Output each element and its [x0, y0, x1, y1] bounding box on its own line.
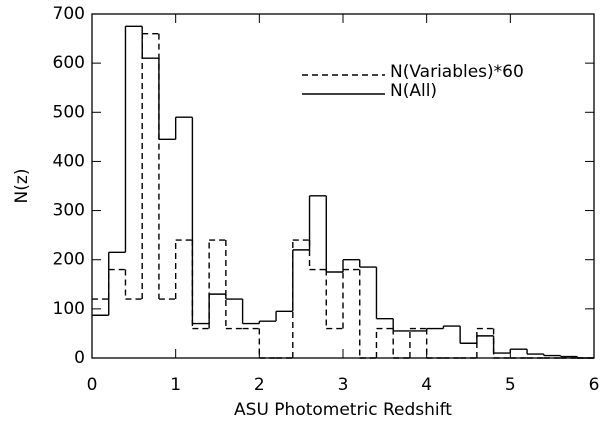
y-tick-label: 200	[53, 250, 85, 270]
x-tick-label: 4	[421, 375, 432, 395]
y-tick-label: 100	[53, 299, 85, 319]
legend-label: N(Variables)*60	[390, 62, 524, 82]
x-tick-label: 2	[254, 375, 265, 395]
legend-label: N(All)	[390, 81, 437, 101]
x-tick-label: 6	[589, 375, 600, 395]
y-tick-label: 500	[53, 102, 85, 122]
y-tick-label: 400	[53, 151, 85, 171]
x-tick-label: 3	[338, 375, 349, 395]
x-tick-label: 0	[87, 375, 98, 395]
y-tick-label: 0	[74, 348, 85, 368]
x-tick-label: 5	[505, 375, 516, 395]
x-tick-label: 1	[170, 375, 181, 395]
y-axis-label: N(z)	[12, 169, 32, 204]
y-tick-label: 300	[53, 201, 85, 221]
y-tick-label: 600	[53, 53, 85, 73]
x-axis-label: ASU Photometric Redshift	[234, 400, 452, 420]
y-tick-label: 700	[53, 4, 85, 24]
